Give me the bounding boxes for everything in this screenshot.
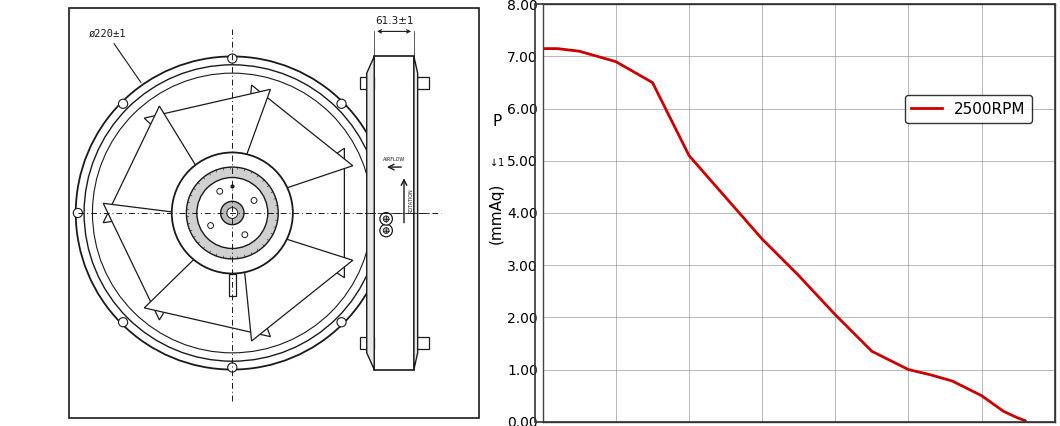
Circle shape bbox=[384, 216, 389, 222]
Circle shape bbox=[228, 54, 236, 63]
Circle shape bbox=[217, 188, 223, 194]
Bar bbox=[413, 337, 428, 348]
Legend: 2500RPM: 2500RPM bbox=[905, 95, 1031, 123]
Bar bbox=[374, 56, 413, 369]
Circle shape bbox=[337, 318, 347, 327]
Circle shape bbox=[119, 318, 127, 327]
Polygon shape bbox=[252, 148, 344, 278]
Circle shape bbox=[197, 178, 268, 248]
Circle shape bbox=[208, 223, 213, 228]
Circle shape bbox=[383, 208, 391, 218]
Circle shape bbox=[337, 99, 347, 108]
Polygon shape bbox=[413, 56, 418, 369]
Text: AIRFLOW: AIRFLOW bbox=[383, 157, 405, 161]
Circle shape bbox=[379, 213, 392, 225]
Bar bbox=[359, 78, 374, 89]
Circle shape bbox=[73, 208, 83, 218]
Circle shape bbox=[75, 56, 389, 370]
Polygon shape bbox=[103, 106, 216, 223]
Text: 61.3±1: 61.3±1 bbox=[375, 16, 413, 26]
Circle shape bbox=[227, 207, 237, 219]
Circle shape bbox=[379, 224, 392, 237]
Circle shape bbox=[384, 227, 389, 233]
Text: ø220±1: ø220±1 bbox=[88, 29, 141, 83]
Text: P: P bbox=[492, 114, 501, 129]
Circle shape bbox=[187, 167, 278, 259]
Circle shape bbox=[228, 363, 236, 372]
Polygon shape bbox=[103, 203, 215, 320]
Polygon shape bbox=[241, 227, 353, 341]
Circle shape bbox=[251, 198, 257, 203]
Text: ROTATION: ROTATION bbox=[408, 188, 413, 213]
Bar bbox=[359, 337, 374, 348]
Circle shape bbox=[172, 153, 293, 273]
Text: ↓1: ↓1 bbox=[490, 158, 504, 168]
Polygon shape bbox=[367, 56, 374, 369]
Polygon shape bbox=[144, 231, 270, 337]
Bar bbox=[413, 78, 428, 89]
Circle shape bbox=[119, 99, 127, 108]
Polygon shape bbox=[243, 85, 353, 201]
Text: (mmAq): (mmAq) bbox=[490, 182, 505, 244]
Circle shape bbox=[242, 232, 248, 238]
Circle shape bbox=[220, 201, 244, 225]
Polygon shape bbox=[144, 89, 270, 194]
Circle shape bbox=[84, 65, 381, 361]
Bar bbox=[229, 273, 236, 296]
Circle shape bbox=[92, 73, 372, 353]
